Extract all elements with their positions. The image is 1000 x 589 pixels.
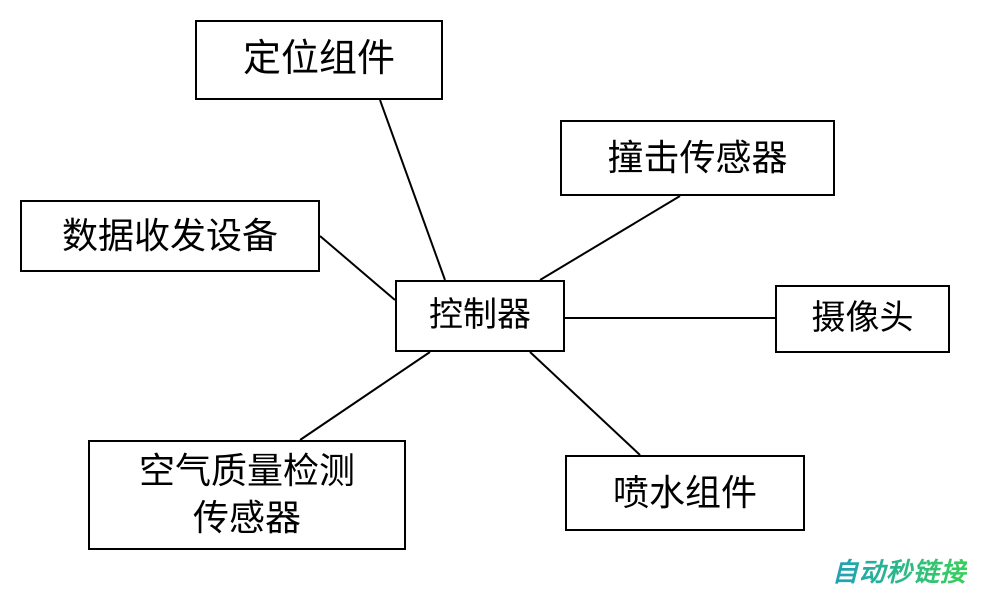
node-data-transceiver: 数据收发设备: [20, 200, 320, 272]
node-camera: 摄像头: [775, 285, 950, 353]
watermark-text: 自动秒链接: [832, 552, 967, 589]
node-camera-label: 摄像头: [812, 297, 914, 341]
edge-transceiver-controller: [320, 236, 395, 300]
node-controller-label: 控制器: [429, 294, 531, 338]
node-positioning-label: 定位组件: [243, 35, 395, 84]
node-controller: 控制器: [395, 280, 565, 352]
node-spray: 喷水组件: [565, 455, 805, 531]
edge-positioning-controller: [380, 100, 445, 280]
edge-airquality-controller: [300, 352, 430, 440]
node-impact-sensor-label: 撞击传感器: [607, 135, 787, 182]
node-air-quality-sensor: 空气质量检测 传感器: [88, 440, 406, 550]
node-positioning: 定位组件: [195, 20, 443, 100]
edge-spray-controller: [530, 352, 640, 455]
node-spray-label: 喷水组件: [613, 470, 757, 517]
edge-impact-controller: [540, 196, 680, 280]
node-impact-sensor: 撞击传感器: [560, 120, 835, 196]
node-data-transceiver-label: 数据收发设备: [62, 213, 278, 260]
node-air-quality-sensor-label: 空气质量检测 传感器: [139, 448, 355, 542]
